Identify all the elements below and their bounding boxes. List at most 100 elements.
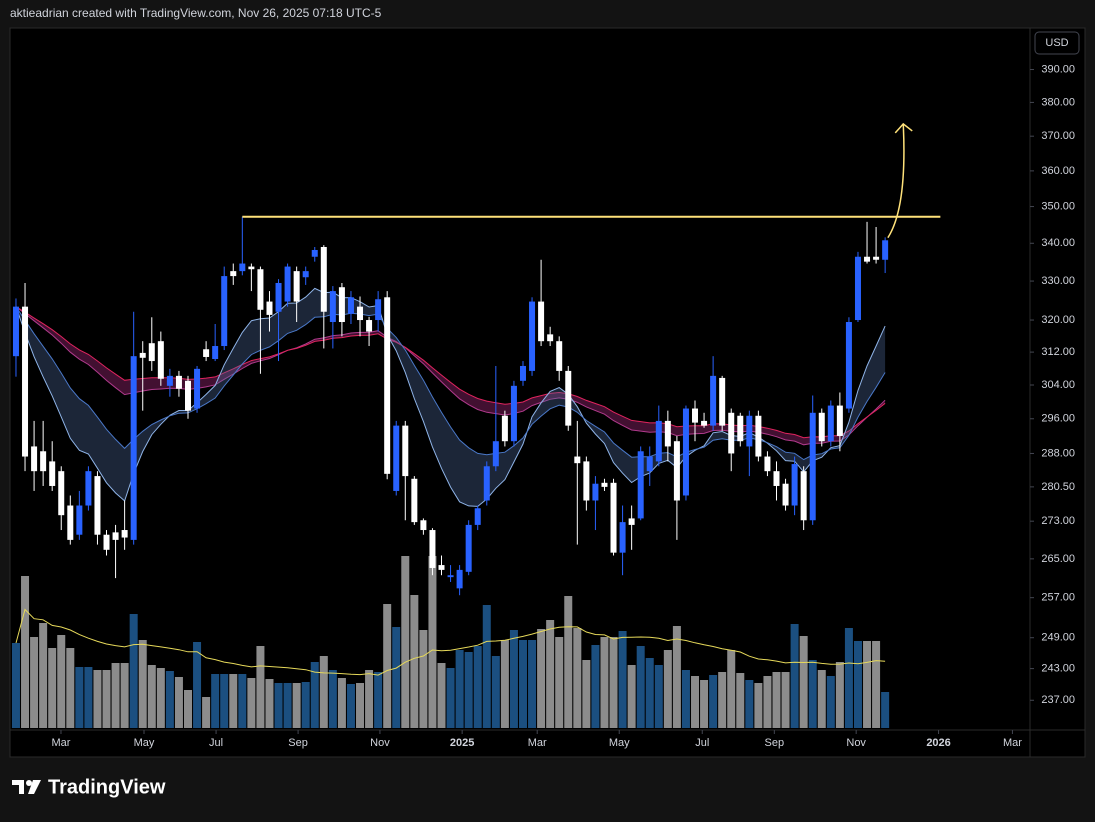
candle-body bbox=[175, 375, 182, 389]
candle-body bbox=[836, 405, 843, 436]
y-tick-label: 330.00 bbox=[1041, 275, 1075, 287]
candle-body bbox=[212, 346, 219, 360]
volume-bar bbox=[591, 645, 600, 728]
candle-body bbox=[275, 282, 282, 312]
volume-bar bbox=[21, 576, 30, 728]
y-tick-label: 280.50 bbox=[1041, 481, 1075, 493]
candle-body bbox=[692, 408, 699, 423]
candle-body bbox=[393, 425, 400, 491]
volume-bar bbox=[229, 674, 238, 728]
volume-bar bbox=[881, 692, 890, 728]
candle-body bbox=[248, 266, 255, 270]
volume-bar bbox=[446, 668, 455, 728]
candle-body bbox=[873, 256, 880, 260]
candle-body bbox=[845, 322, 852, 409]
candle-body bbox=[646, 456, 653, 472]
volume-bar bbox=[410, 595, 419, 728]
candle-body bbox=[58, 471, 65, 516]
x-tick-label: 2026 bbox=[926, 737, 950, 749]
volume-bar bbox=[645, 658, 654, 728]
volume-bar bbox=[147, 665, 156, 728]
y-tick-label: 320.00 bbox=[1041, 314, 1075, 326]
volume-bar bbox=[319, 656, 328, 728]
candle-body bbox=[148, 343, 155, 362]
volume-bar bbox=[437, 663, 446, 728]
volume-bar bbox=[120, 663, 129, 728]
logo-mark bbox=[12, 780, 24, 794]
volume-bar bbox=[509, 630, 518, 728]
volume-bar bbox=[401, 556, 410, 728]
candle-body bbox=[864, 256, 871, 262]
candle-body bbox=[438, 565, 445, 570]
volume-bar bbox=[491, 656, 500, 728]
candle-body bbox=[302, 271, 309, 278]
candle-body bbox=[221, 276, 228, 347]
volume-bar bbox=[663, 650, 672, 728]
candle-body bbox=[465, 524, 472, 572]
candle-body bbox=[203, 349, 210, 357]
y-tick-label: 243.00 bbox=[1041, 663, 1075, 675]
volume-bar bbox=[310, 662, 319, 728]
candle-body bbox=[31, 446, 38, 472]
volume-bar bbox=[274, 683, 283, 728]
volume-bar bbox=[582, 660, 591, 728]
y-tick-label: 273.00 bbox=[1041, 515, 1075, 527]
x-tick-label: Sep bbox=[765, 737, 785, 749]
candle-body bbox=[67, 505, 74, 540]
volume-bar bbox=[654, 665, 663, 728]
volume-bar bbox=[247, 678, 256, 728]
volume-bar bbox=[691, 676, 700, 728]
candle-body bbox=[375, 299, 382, 321]
volume-bar bbox=[546, 620, 555, 728]
volume-bar bbox=[618, 631, 627, 728]
volume-bar bbox=[826, 676, 835, 728]
header-text: aktieadrian created with TradingView.com… bbox=[10, 6, 382, 20]
candle-body bbox=[447, 575, 454, 578]
x-tick-label: 2025 bbox=[450, 737, 474, 749]
volume-bar bbox=[564, 596, 573, 728]
candle-body bbox=[420, 520, 427, 531]
volume-bar bbox=[500, 640, 509, 728]
candle-body bbox=[601, 482, 608, 487]
volume-bar bbox=[781, 672, 790, 728]
volume-bar bbox=[129, 614, 138, 728]
volume-bar bbox=[419, 630, 428, 728]
volume-bar bbox=[193, 642, 202, 728]
volume-bar bbox=[156, 668, 165, 728]
currency-box bbox=[1034, 31, 1080, 55]
volume-bar bbox=[853, 641, 862, 728]
volume-bar bbox=[84, 667, 93, 728]
candle-body bbox=[266, 301, 273, 315]
candle-body bbox=[12, 306, 19, 357]
volume-bar bbox=[799, 636, 808, 728]
volume-bar bbox=[700, 680, 709, 728]
x-tick-label: Mar bbox=[1003, 737, 1022, 749]
candle-body bbox=[483, 466, 490, 501]
candle-body bbox=[311, 249, 318, 257]
volume-bar bbox=[48, 648, 57, 728]
candle-body bbox=[529, 301, 536, 371]
candle-body bbox=[637, 451, 644, 519]
candle-body bbox=[257, 269, 264, 310]
y-tick-label: 390.00 bbox=[1041, 63, 1075, 75]
volume-bar bbox=[111, 663, 120, 728]
y-tick-label: 288.00 bbox=[1041, 447, 1075, 459]
volume-bar bbox=[790, 624, 799, 728]
x-tick-label: May bbox=[134, 737, 155, 749]
volume-bar bbox=[211, 674, 220, 728]
candle-body bbox=[49, 461, 56, 486]
volume-bar bbox=[609, 637, 618, 728]
volume-bar bbox=[428, 556, 437, 728]
volume-bar bbox=[202, 697, 211, 728]
volume-bar bbox=[835, 662, 844, 728]
brand: TradingView bbox=[48, 776, 166, 798]
candle-body bbox=[184, 380, 191, 411]
candle-body bbox=[474, 508, 481, 525]
candle-body bbox=[121, 530, 128, 538]
volume-bar bbox=[39, 623, 48, 728]
volume-bar bbox=[57, 635, 66, 728]
volume-bar bbox=[718, 672, 727, 728]
candle-body bbox=[456, 569, 463, 589]
y-tick-label: 380.00 bbox=[1041, 96, 1075, 108]
volume-bar bbox=[174, 677, 183, 728]
